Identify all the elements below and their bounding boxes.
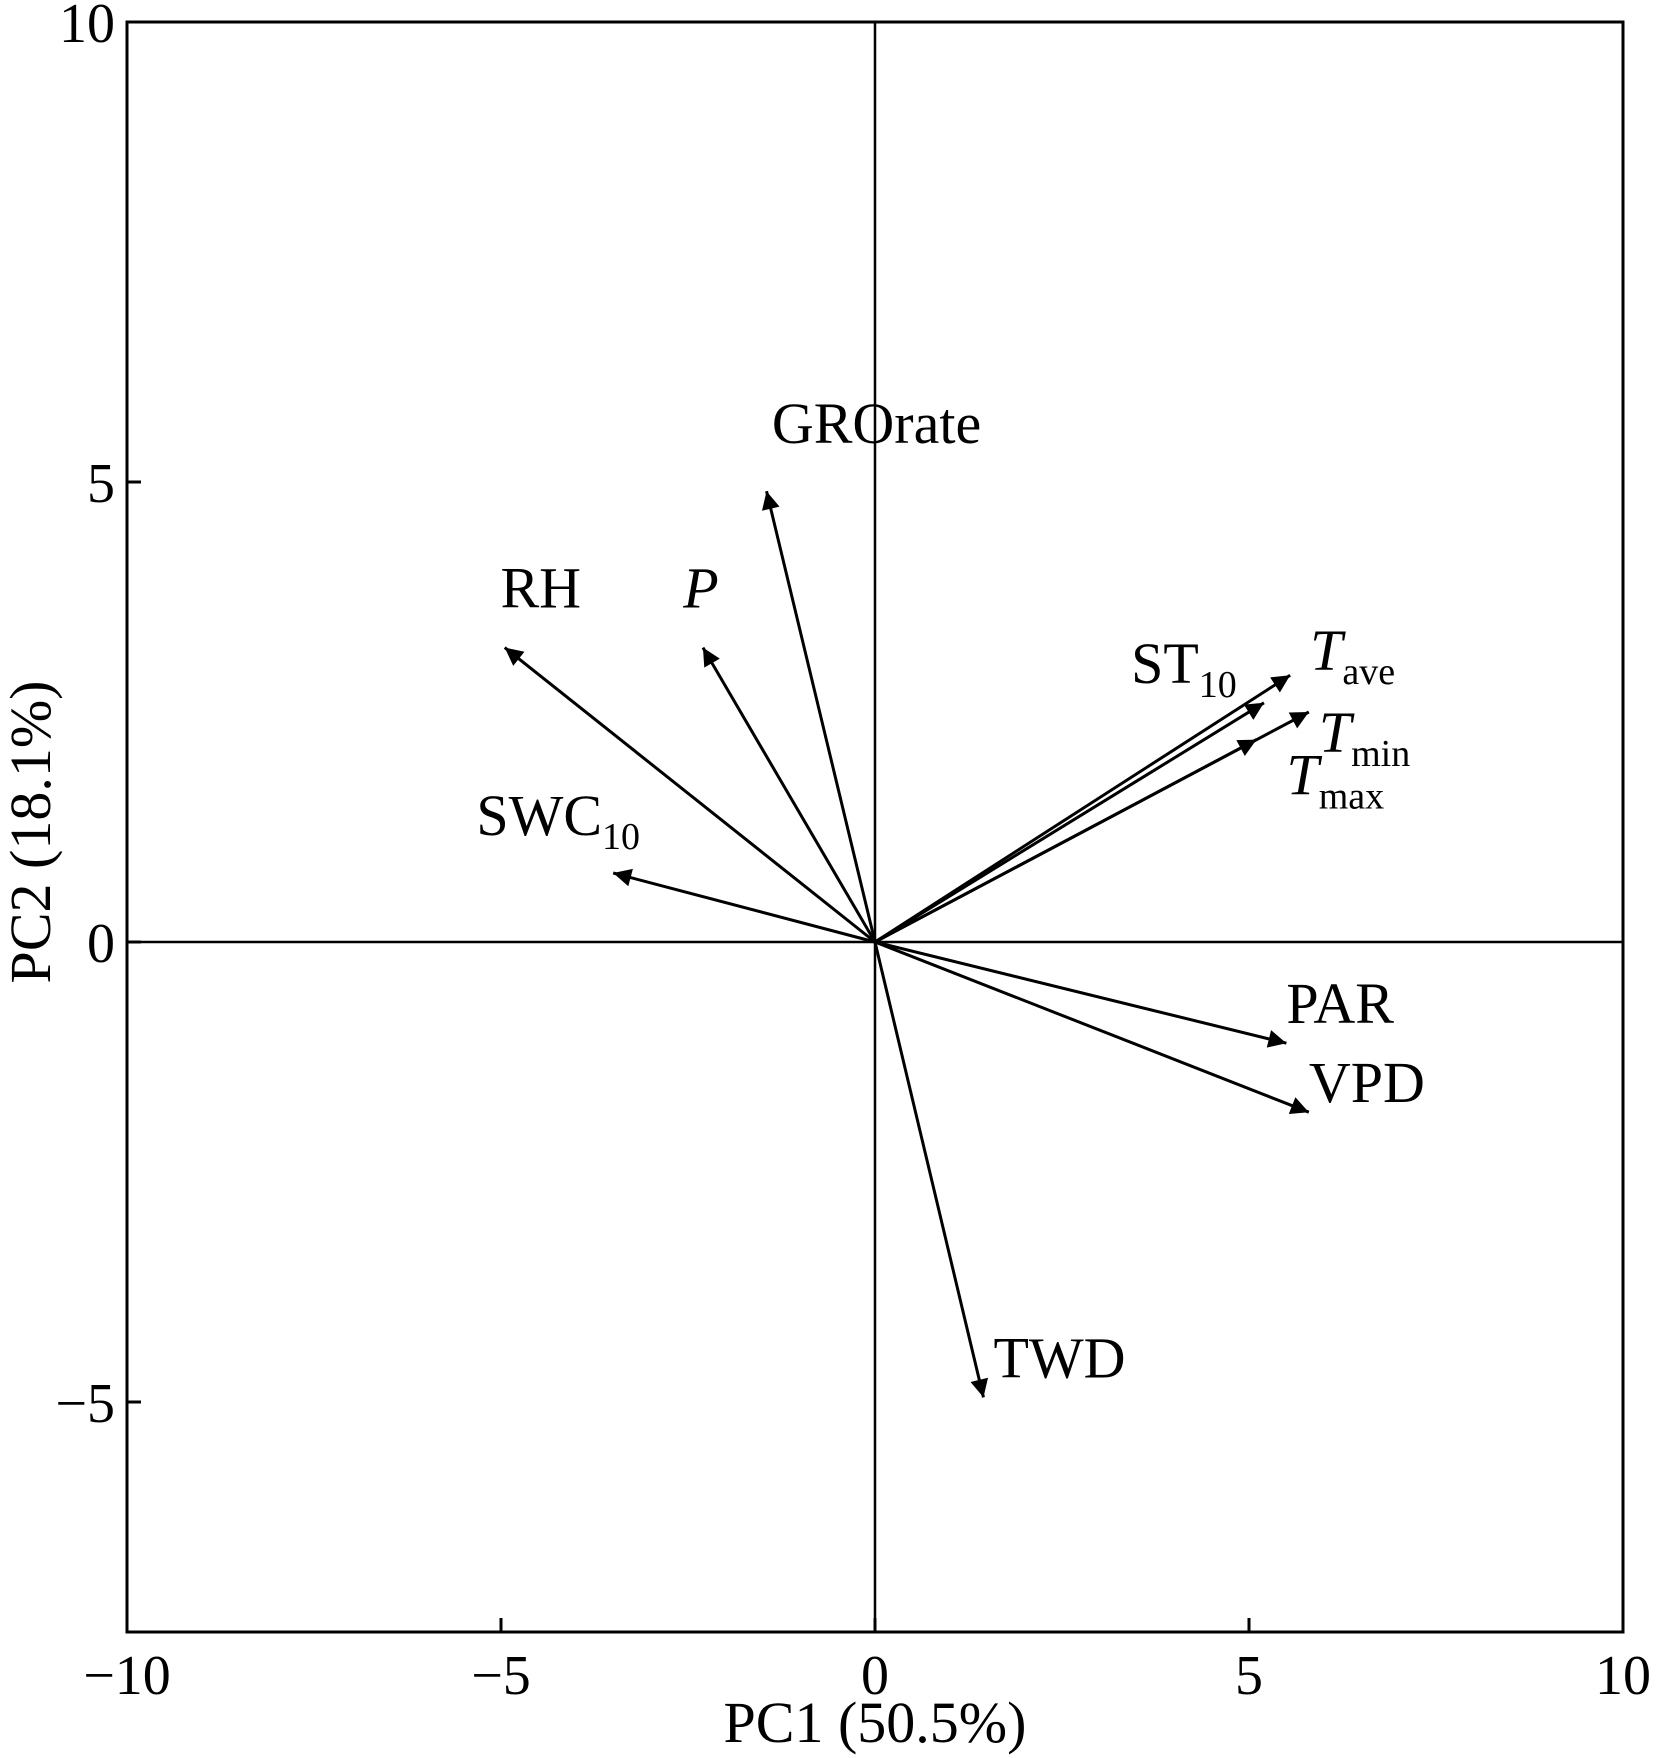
loading-arrow-twd [873,941,989,1398]
variable-label-swc10: SWC10 [476,783,640,858]
x-tick-label: −10 [83,1645,171,1707]
plot-frame [125,20,1625,1634]
x-tick-label: −5 [471,1645,531,1707]
y-tick-label: 10 [59,0,115,55]
loading-arrow-grorate [762,490,877,943]
variable-label-grorate: GROrate [772,391,981,456]
loading-arrow-st10 [874,701,1265,944]
loading-arrow-rh [503,646,876,944]
y-tick-label: 0 [87,913,115,975]
variable-label-tmax: Tmax [1286,743,1384,818]
variable-label-vpd: VPD [1309,1050,1425,1115]
y-tick-label: −5 [55,1373,115,1435]
variable-label-st10: ST10 [1131,631,1237,706]
axis-ticks: −10 −5 0 5 10 −5 0 5 10 [55,0,1651,1707]
x-tick-label: 5 [1235,1645,1263,1707]
x-tick-label: 10 [1595,1645,1651,1707]
loading-arrow-par [874,940,1287,1048]
loading-arrow-tmax [874,738,1258,944]
loading-vectors [503,490,1310,1398]
loading-arrow-swc10 [612,868,876,944]
variable-label-par: PAR [1286,971,1394,1036]
variable-label-tave: Tave [1310,618,1395,693]
variable-label-twd: TWD [993,1325,1125,1390]
variable-label-rh: RH [500,556,581,621]
variable-label-p: P [682,556,718,621]
zero-lines [127,22,1623,1632]
y-tick-label: 5 [87,453,115,515]
variable-label-tmin: Tmin [1319,700,1410,775]
loading-arrow-vpd [874,940,1310,1115]
loading-arrow-p [701,646,877,943]
y-axis-label: PC2 (18.1%) [0,681,63,984]
x-axis-label: PC1 (50.5%) [724,1690,1027,1755]
x-tick-label: 0 [861,1645,889,1707]
loading-arrow-tave [874,673,1291,944]
